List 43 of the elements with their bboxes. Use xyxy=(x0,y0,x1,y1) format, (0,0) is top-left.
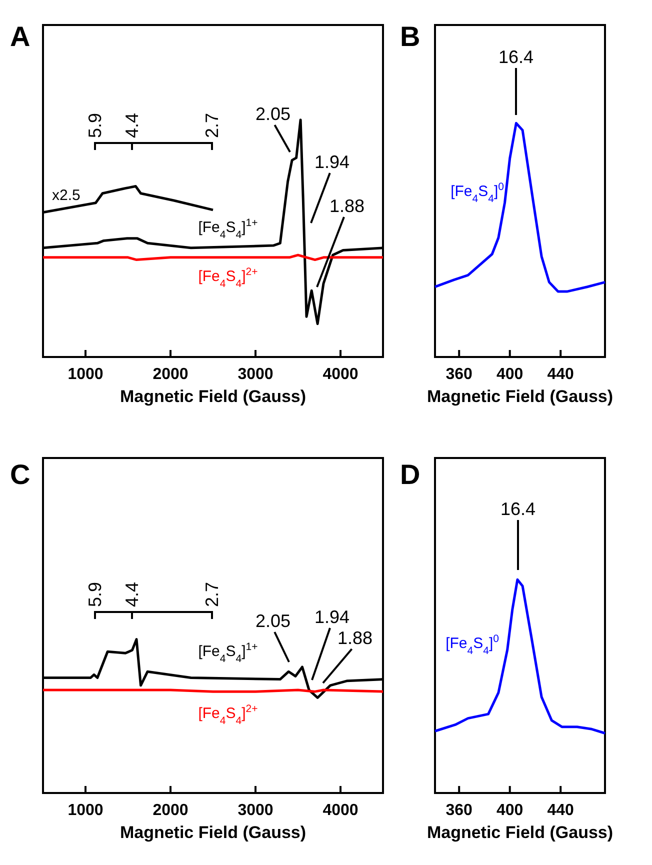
series-label: [Fe$_{4}$S$_{4}$]$^{2+}$ xyxy=(198,703,258,727)
series-label: [Fe$_{4}$S$_{4}$]$^{1+}$ xyxy=(198,217,258,241)
x-tick-label: 4000 xyxy=(322,802,358,819)
x-tick-label: 3000 xyxy=(238,366,274,383)
series-label: x2.5 xyxy=(52,187,80,204)
x-tick-label: 360 xyxy=(446,802,473,819)
x-tick-label: 1000 xyxy=(68,802,104,819)
x-tick-label: 3000 xyxy=(238,802,274,819)
x-axis-title: Magnetic Field (Gauss) xyxy=(120,387,306,406)
annotation: 1.88 xyxy=(329,196,365,216)
text: 16.4 xyxy=(500,499,536,519)
annotation: 2.7 xyxy=(202,112,222,138)
x-tick-label: 2000 xyxy=(152,802,188,819)
chart-title: A xyxy=(10,21,30,52)
text: 1.94 xyxy=(314,607,350,627)
x-tick-label: 4000 xyxy=(322,366,358,383)
x-tick-label: 400 xyxy=(496,366,524,383)
text: 5.9 xyxy=(85,582,105,607)
x-axis-title: Magnetic Field (Gauss) xyxy=(426,823,614,842)
series-label: [Fe$_{4}$S$_{4}$]$^{0}$ xyxy=(446,633,500,657)
x-tick-label: 400 xyxy=(496,802,524,819)
series-label: [Fe$_{4}$S$_{4}$]$^{2+}$ xyxy=(198,266,258,290)
legend-label: [Fe$_{4}$S$_{4}$]$^{1+}$ xyxy=(198,641,258,665)
x-tick-label: 360 xyxy=(446,366,473,383)
chart-title: D xyxy=(400,459,420,490)
annotation: 1.94 xyxy=(314,152,350,172)
x-axis-title: Magnetic Field (Gauss) xyxy=(426,387,614,406)
annotation: 4.4 xyxy=(122,112,142,138)
annotation: 1.88 xyxy=(337,628,373,648)
x-tick-label: 2000 xyxy=(152,366,188,383)
chart-title: B xyxy=(400,21,420,52)
text: 2.7 xyxy=(202,582,222,607)
text: 4.4 xyxy=(122,582,142,607)
x-tick-label: 440 xyxy=(547,366,574,383)
x-tick-label: 1000 xyxy=(68,366,104,383)
text: 16.4 xyxy=(498,47,534,67)
x-axis-title: Magnetic Field (Gauss) xyxy=(120,823,306,842)
annotation: 5.9 xyxy=(85,112,105,138)
annotation: 2.05 xyxy=(255,104,291,124)
x-tick-label: 440 xyxy=(547,802,574,819)
series-label: [Fe$_{4}$S$_{4}$]$^{0}$ xyxy=(450,181,504,205)
text: 2.05 xyxy=(255,611,291,631)
chart-title: C xyxy=(10,459,30,490)
